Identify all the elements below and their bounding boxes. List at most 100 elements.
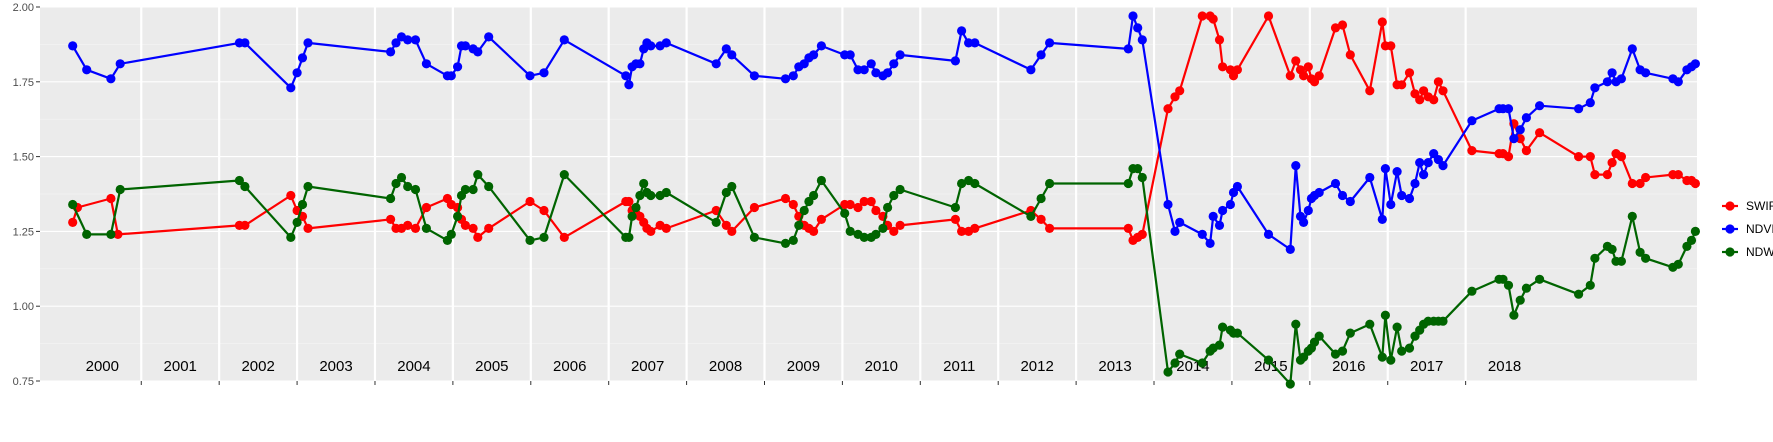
data-point xyxy=(453,211,463,221)
data-point xyxy=(950,214,961,224)
legend-key-point xyxy=(1725,224,1735,234)
data-point xyxy=(780,193,791,204)
data-point xyxy=(1330,23,1341,33)
data-point xyxy=(1175,349,1185,359)
data-point xyxy=(468,223,478,233)
data-point xyxy=(1515,295,1525,305)
data-point xyxy=(895,220,905,230)
data-point xyxy=(1036,50,1046,60)
data-point xyxy=(895,50,905,60)
data-point xyxy=(1429,95,1439,105)
data-point xyxy=(711,59,721,69)
data-point xyxy=(403,35,413,45)
data-point xyxy=(1607,68,1617,78)
data-point xyxy=(115,59,125,69)
data-point xyxy=(386,193,396,204)
data-point xyxy=(1045,223,1055,233)
data-point xyxy=(1197,229,1207,239)
data-point xyxy=(749,232,760,242)
data-point xyxy=(1574,152,1584,162)
data-point xyxy=(1026,65,1036,75)
data-point xyxy=(1263,229,1274,239)
data-point xyxy=(421,223,431,233)
data-point xyxy=(446,229,456,239)
data-point xyxy=(1123,223,1133,233)
data-point xyxy=(460,220,470,230)
data-point xyxy=(106,74,116,84)
year-label: 2017 xyxy=(1410,358,1443,375)
data-point xyxy=(559,35,569,45)
data-point xyxy=(788,235,798,245)
data-point xyxy=(1690,226,1700,236)
data-point xyxy=(646,190,656,201)
year-label: 2000 xyxy=(86,358,119,375)
data-point xyxy=(240,38,250,48)
data-point xyxy=(780,238,791,248)
data-point xyxy=(1314,71,1324,81)
data-point xyxy=(1602,170,1612,180)
data-point xyxy=(809,190,819,201)
data-point xyxy=(780,74,791,84)
data-point xyxy=(1404,193,1415,204)
data-point xyxy=(749,202,760,213)
data-point xyxy=(1123,44,1133,54)
data-point xyxy=(845,199,855,210)
y-tick-label: 0.75 xyxy=(13,376,34,388)
data-point xyxy=(240,220,250,230)
data-point xyxy=(1415,95,1425,105)
data-point xyxy=(1433,77,1443,87)
data-point xyxy=(727,181,737,192)
data-point xyxy=(1627,44,1637,54)
data-point xyxy=(1133,164,1143,174)
data-point xyxy=(1404,68,1415,78)
year-label: 2013 xyxy=(1098,358,1131,375)
data-point xyxy=(1123,178,1133,189)
data-point xyxy=(1299,217,1309,227)
data-point xyxy=(68,217,78,227)
data-point xyxy=(627,211,637,221)
data-point xyxy=(883,68,893,78)
data-point xyxy=(1438,161,1448,171)
data-point xyxy=(286,190,296,201)
data-point xyxy=(1535,101,1545,111)
data-point xyxy=(525,235,535,245)
data-point xyxy=(624,232,634,242)
data-point xyxy=(1503,280,1514,290)
data-point xyxy=(1503,104,1514,114)
data-point xyxy=(410,184,421,195)
data-point xyxy=(711,217,721,227)
data-point xyxy=(1365,86,1375,96)
data-point xyxy=(646,226,656,236)
data-point xyxy=(1045,178,1055,189)
data-point xyxy=(303,181,313,192)
data-point xyxy=(460,41,470,51)
data-point xyxy=(113,229,123,239)
data-point xyxy=(859,65,869,75)
data-point xyxy=(539,205,549,216)
data-point xyxy=(809,226,819,236)
data-point xyxy=(559,232,569,242)
data-point xyxy=(1291,161,1301,171)
data-point xyxy=(1214,220,1225,230)
data-point xyxy=(1515,134,1525,144)
legend-label: SWIR xyxy=(1746,199,1773,213)
data-point xyxy=(1225,199,1235,210)
data-point xyxy=(661,187,671,198)
legend-item-ndwi: NDWI xyxy=(1722,245,1773,259)
data-point xyxy=(1218,205,1228,216)
data-point xyxy=(889,59,899,69)
data-point xyxy=(727,226,737,236)
data-point xyxy=(866,59,876,69)
data-point xyxy=(453,62,463,72)
data-point xyxy=(1036,193,1046,204)
data-point xyxy=(883,202,893,213)
legend-key-point xyxy=(1725,201,1735,211)
data-point xyxy=(635,59,645,69)
data-point xyxy=(1607,244,1617,254)
data-point xyxy=(1641,253,1651,263)
data-point xyxy=(1365,319,1375,329)
data-point xyxy=(871,229,881,239)
data-point xyxy=(1263,355,1274,365)
data-point xyxy=(473,47,483,57)
data-point xyxy=(234,175,244,186)
